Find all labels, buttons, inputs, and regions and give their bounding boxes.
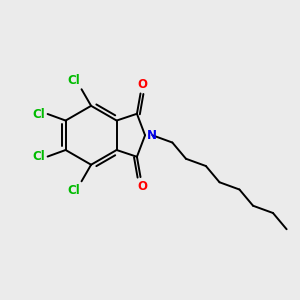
Text: Cl: Cl bbox=[67, 74, 80, 87]
Text: Cl: Cl bbox=[67, 184, 80, 197]
Text: N: N bbox=[146, 129, 157, 142]
Text: O: O bbox=[137, 77, 147, 91]
Text: O: O bbox=[137, 180, 147, 193]
Text: Cl: Cl bbox=[32, 107, 45, 121]
Text: Cl: Cl bbox=[32, 150, 45, 163]
